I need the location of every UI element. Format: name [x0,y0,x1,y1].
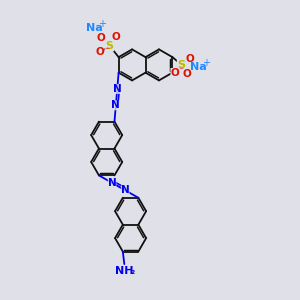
Text: O: O [112,32,121,42]
Text: ⁻: ⁻ [104,46,109,56]
Text: N: N [112,100,120,110]
Text: N: N [113,84,122,94]
Text: Na: Na [190,62,207,72]
Text: ⁻: ⁻ [179,67,184,76]
Text: S: S [106,41,114,51]
Text: O: O [182,69,191,79]
Text: Na: Na [86,23,103,33]
Text: O: O [185,54,194,64]
Text: O: O [96,47,104,57]
Text: O: O [170,68,179,78]
Text: S: S [177,60,185,70]
Text: N: N [108,178,116,188]
Text: ₂: ₂ [130,266,135,276]
Text: NH: NH [115,266,134,277]
Text: +: + [202,58,210,68]
Text: +: + [98,19,106,29]
Text: O: O [97,33,106,43]
Text: N: N [121,185,130,195]
